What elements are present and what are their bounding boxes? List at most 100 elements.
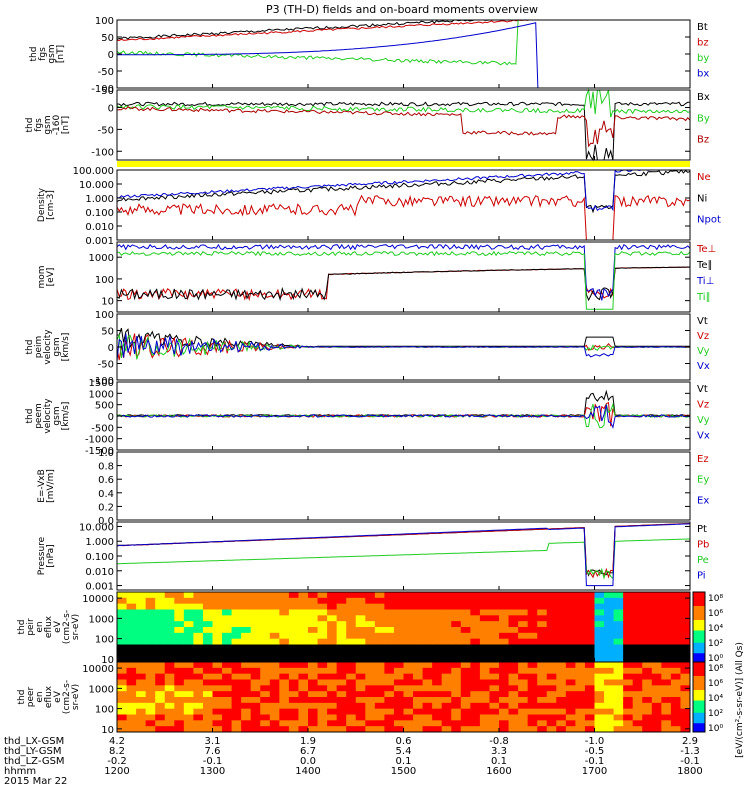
xtick-label: 1800 [677, 766, 702, 777]
ytick-peim: 50 [101, 327, 114, 338]
xrow-val: 1.9 [300, 736, 316, 747]
xrow-val: 0.1 [396, 756, 412, 767]
legend-efield-1: Ey [697, 475, 709, 486]
ytick-peir: 10000 [82, 594, 114, 605]
ylabel-fgs-mgse: thd fgs gsm -160 [nT] [25, 115, 71, 136]
xrow-val: 2.9 [682, 736, 698, 747]
ytick-fgs: -100 [91, 84, 114, 95]
legend-peem-2: Vy [697, 415, 710, 426]
ylabel-pressure: Pressure [nPa] [37, 536, 56, 575]
series-fgs-Bt [116, 19, 690, 40]
svg-text:fgs: fgs [38, 47, 48, 61]
svg-text:mom: mom [37, 265, 47, 288]
ytick-peem: -1000 [85, 435, 114, 446]
ytick-fgs-mgse: 0 [108, 104, 114, 115]
ytick-peem: 1000 [89, 389, 114, 400]
ytick-peer: 10000 [82, 664, 114, 675]
ytick-peer: 100 [95, 705, 114, 716]
ytick-fgs: 0 [108, 50, 114, 61]
svg-text:Pressure: Pressure [37, 536, 47, 575]
ytick-efield: 1.0 [98, 448, 114, 459]
xrow-val: -0.2 [107, 756, 127, 767]
panel-density: Ne Ni Npot 100.000 10.000 1.000 0.100 0.010 0.00… [37, 166, 721, 247]
ylabel-peim: thd peim velocity gsm [km/s] [25, 329, 71, 365]
legend-pressure-0: Pt [697, 524, 707, 535]
flag-bar [117, 161, 690, 167]
xrow-val: 4.2 [109, 736, 125, 747]
svg-text:[eV]: [eV] [46, 268, 56, 287]
ytick-fgs-mgse: -50 [98, 125, 114, 136]
panel-fgs-mgse: Bx By Bz 50 0 -50 -100 thd fgs gsm -160 [nT] [25, 86, 710, 167]
series-fgs-bz [116, 19, 690, 42]
legend-peim-3: Vx [697, 361, 710, 372]
panel-temp: Te⊥ Te∥ Ti⊥ Ti∥ 1000 100 10 mom [eV] [37, 241, 716, 313]
legend-pressure-2: Pe [697, 555, 709, 566]
frame-fgs-mgse [116, 89, 691, 161]
ytick-peim: -50 [98, 360, 114, 371]
ytick-temp: 100 [95, 275, 114, 286]
ytick-peem: -500 [91, 423, 114, 434]
ylabel-fgs: thd fgs gsm [nT] [29, 44, 66, 63]
series-density-Npot [116, 169, 690, 212]
legend-temp-3: Ti∥ [696, 292, 711, 303]
series-peem-Vx [116, 404, 691, 429]
legend-fgs-3: bx [697, 69, 709, 80]
ytick-fgs-mgse: 50 [101, 86, 114, 97]
frame-pressure [116, 521, 691, 591]
xrow-label-0: thd_LX-GSM [4, 736, 64, 747]
series-fgs-mgse-Bx [116, 101, 690, 162]
xrow-val: 3.1 [205, 736, 221, 747]
legend-peem-3: Vx [697, 431, 710, 442]
svg-text:thd: thd [25, 409, 35, 424]
colorbar-tick: 10⁴ [708, 694, 723, 704]
colorbar-1 [692, 661, 706, 733]
series-density-Ne [116, 194, 691, 241]
colorbar-tick: 10⁰ [708, 654, 723, 664]
svg-text:[nPa]: [nPa] [46, 544, 56, 567]
ytick-efield: 0.4 [98, 489, 114, 500]
series-pressure-Pi [116, 523, 691, 587]
ylabel-temp: mom [eV] [37, 265, 56, 288]
ytick-peem: 0 [108, 412, 114, 423]
ytick-efield: 0.2 [98, 502, 114, 513]
svg-text:[nT]: [nT] [61, 116, 71, 134]
ytick-peir: 100 [95, 635, 114, 646]
series-pressure-Pt [116, 523, 691, 577]
svg-text:gsm: gsm [43, 115, 53, 134]
svg-text:-160: -160 [52, 115, 62, 136]
colorbar-tick: 10⁴ [708, 624, 723, 634]
svg-text:eflux: eflux [44, 615, 54, 638]
svg-text:sr-eV): sr-eV) [71, 614, 81, 640]
legend-fgs-2: by [697, 53, 709, 64]
xtick-label: 1300 [200, 766, 225, 777]
xrow-val: 3.3 [491, 746, 507, 757]
xrow-val: -0.5 [585, 746, 605, 757]
legend-temp-0: Te⊥ [696, 244, 716, 255]
ytick-pressure: 0.100 [85, 552, 114, 563]
legend-peim-0: Vt [697, 316, 708, 327]
legend-temp-1: Te∥ [696, 260, 713, 271]
svg-text:(cm2-s-: (cm2-s- [62, 680, 72, 714]
ylabel-density: Density [cm-3] [37, 187, 56, 222]
series-peim-Vx [116, 333, 691, 361]
ytick-peer: 1000 [89, 684, 114, 695]
svg-text:Density: Density [37, 187, 47, 222]
svg-text:[mV/m]: [mV/m] [46, 469, 56, 503]
svg-text:peim: peim [34, 336, 44, 359]
svg-text:thd: thd [17, 620, 27, 635]
legend-fgs-mgse-0: Bx [697, 92, 710, 103]
xtick-label: 1400 [295, 766, 320, 777]
ytick-density: 0.100 [85, 208, 114, 219]
ytick-peem: 500 [95, 401, 114, 412]
xrow-val: 5.4 [396, 746, 412, 757]
series-pressure-Pe [117, 538, 691, 580]
svg-text:[km/s]: [km/s] [61, 402, 71, 431]
xrow-label-2: thd_LZ-GSM [4, 756, 65, 767]
series-fgs-mgse-By [116, 88, 691, 118]
ytick-pressure: 0.001 [85, 582, 114, 593]
xtick-label: 1200 [104, 766, 129, 777]
svg-text:gsm: gsm [47, 44, 57, 63]
svg-text:eflux: eflux [44, 685, 54, 708]
panel-peer: 10000 1000 100 10 thd peer en eflux eV (cm2-s-sr-… [17, 661, 691, 736]
